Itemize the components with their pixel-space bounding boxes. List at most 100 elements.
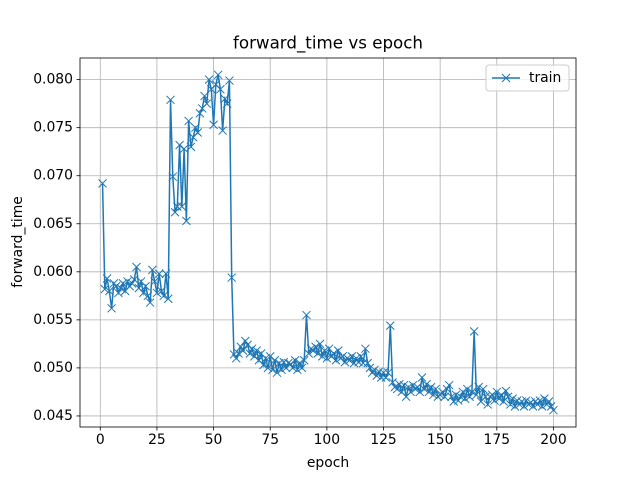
marker xyxy=(263,363,273,373)
marker xyxy=(143,291,153,301)
marker xyxy=(492,387,502,397)
marker xyxy=(311,342,320,352)
marker xyxy=(338,352,348,361)
marker xyxy=(247,344,257,354)
chart-title: forward_time vs epoch xyxy=(233,33,423,54)
marker xyxy=(519,401,529,411)
marker xyxy=(487,390,497,400)
marker xyxy=(429,390,438,400)
marker xyxy=(118,278,128,288)
marker xyxy=(458,387,468,397)
marker xyxy=(252,346,261,355)
marker xyxy=(213,70,223,80)
y-axis-label: forward_time xyxy=(10,196,26,288)
marker xyxy=(277,365,286,375)
x-tick-label: 125 xyxy=(370,432,397,448)
marker xyxy=(111,281,121,291)
marker xyxy=(238,346,248,355)
marker xyxy=(116,283,126,293)
marker xyxy=(216,84,225,94)
marker xyxy=(222,99,232,108)
marker xyxy=(460,394,470,404)
marker xyxy=(413,382,422,392)
marker xyxy=(417,373,427,382)
marker xyxy=(313,349,323,358)
marker xyxy=(345,355,354,365)
marker xyxy=(465,392,474,402)
marker xyxy=(478,384,488,394)
marker xyxy=(218,126,227,135)
marker xyxy=(184,116,194,126)
marker xyxy=(261,353,271,363)
marker xyxy=(483,400,493,409)
y-tick-label: 0.070 xyxy=(33,168,73,184)
marker xyxy=(331,355,341,365)
marker xyxy=(161,269,171,279)
marker xyxy=(462,384,472,394)
marker xyxy=(440,392,450,402)
marker xyxy=(506,400,515,409)
y-tick-label: 0.065 xyxy=(33,216,73,232)
marker xyxy=(231,353,241,363)
marker xyxy=(159,291,169,301)
marker xyxy=(315,339,325,349)
marker xyxy=(98,179,107,188)
marker xyxy=(351,353,361,363)
marker xyxy=(329,349,339,358)
marker xyxy=(308,346,318,355)
x-tick-label: 75 xyxy=(261,432,279,448)
marker xyxy=(481,392,490,402)
marker xyxy=(114,288,123,298)
marker xyxy=(236,342,246,352)
marker xyxy=(234,349,243,358)
legend: train xyxy=(485,64,570,92)
x-axis-label: epoch xyxy=(307,455,349,471)
marker xyxy=(166,95,175,105)
marker xyxy=(379,368,388,378)
marker xyxy=(347,352,357,361)
marker xyxy=(546,401,556,411)
marker xyxy=(290,355,300,365)
marker xyxy=(322,353,332,363)
marker xyxy=(469,327,479,336)
marker xyxy=(227,273,237,282)
marker xyxy=(209,120,218,130)
marker xyxy=(299,355,309,365)
marker xyxy=(388,377,397,387)
marker xyxy=(438,387,447,397)
y-tick-label: 0.055 xyxy=(33,312,73,328)
marker xyxy=(182,216,191,226)
marker xyxy=(444,380,454,390)
marker xyxy=(419,384,429,394)
marker xyxy=(510,401,520,411)
marker xyxy=(358,358,368,368)
x-tick-label: 25 xyxy=(148,432,166,448)
marker xyxy=(220,94,230,104)
x-tick-label: 50 xyxy=(205,432,223,448)
marker xyxy=(406,387,416,397)
marker xyxy=(297,363,307,373)
marker xyxy=(456,392,465,402)
y-tick-label: 0.060 xyxy=(33,264,73,280)
marker xyxy=(295,358,305,368)
marker xyxy=(225,76,234,85)
marker xyxy=(177,202,187,211)
marker xyxy=(288,363,298,373)
marker xyxy=(163,294,173,304)
x-tick-label: 200 xyxy=(540,432,567,448)
marker xyxy=(107,303,116,313)
marker xyxy=(168,172,178,182)
marker xyxy=(549,405,558,415)
y-tick-label: 0.080 xyxy=(33,72,73,88)
marker xyxy=(193,128,203,137)
marker xyxy=(170,207,180,217)
marker xyxy=(521,396,531,405)
marker xyxy=(415,387,425,397)
marker xyxy=(472,390,481,400)
marker xyxy=(408,380,418,390)
marker xyxy=(544,397,554,406)
marker xyxy=(150,277,160,286)
marker xyxy=(392,384,402,394)
marker xyxy=(404,382,413,392)
